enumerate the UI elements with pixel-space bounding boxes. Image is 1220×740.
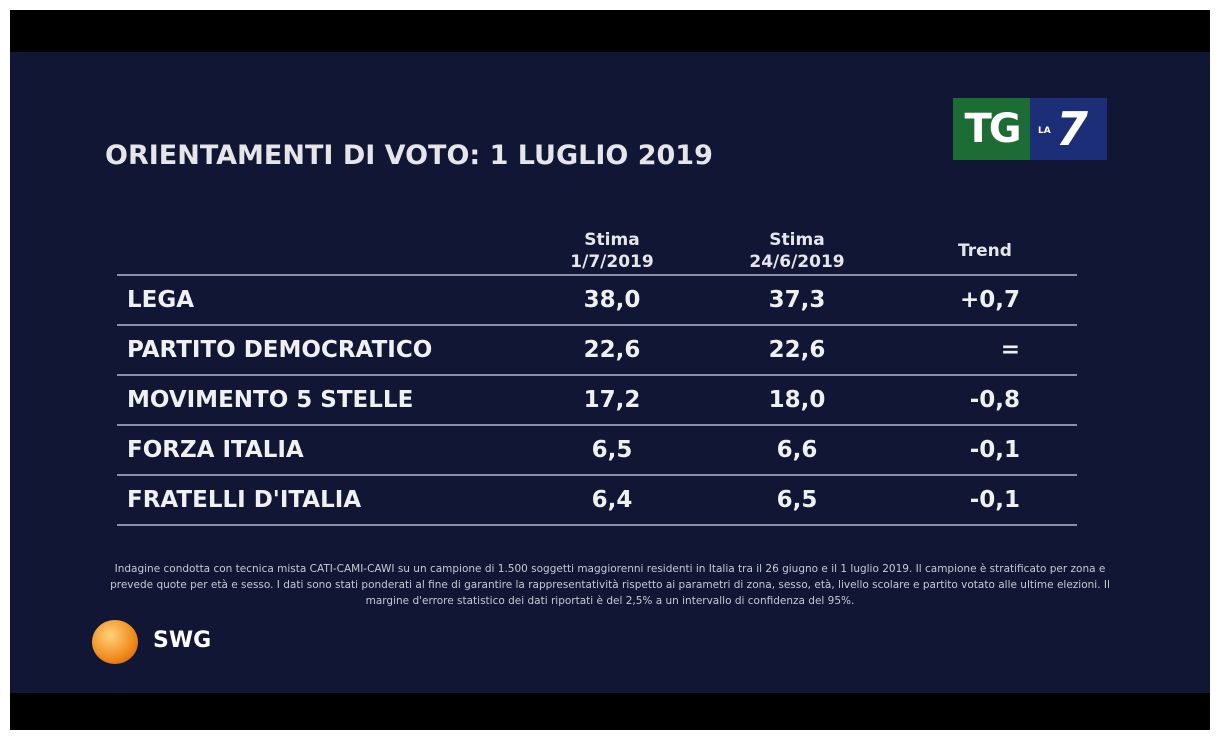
separator [117, 474, 1077, 476]
estimate: 6,5 [591, 437, 633, 463]
footnote: Indagine condotta con tecnica mista CATI… [110, 563, 1110, 607]
logo-la7: LA 7 [1030, 98, 1107, 160]
estimate: 6,6 [776, 437, 818, 463]
separator [117, 374, 1077, 376]
logo-la: LA [1038, 126, 1051, 136]
estimate: 18,0 [768, 387, 826, 413]
separator [117, 424, 1077, 426]
separator [117, 324, 1077, 326]
estimate: 17,2 [583, 387, 641, 413]
estimate: 22,6 [768, 337, 826, 363]
estimate: 6,4 [591, 487, 633, 513]
column-header: Trend [958, 241, 1012, 261]
title: ORIENTAMENTI DI VOTO: 1 LUGLIO 2019 [105, 140, 713, 171]
separator [117, 524, 1077, 526]
estimate: 37,3 [768, 287, 826, 313]
estimate: 6,5 [776, 487, 818, 513]
trend: = [1000, 337, 1020, 363]
estimate: 22,6 [583, 337, 641, 363]
source-logo [92, 620, 138, 664]
trend: -0,8 [969, 387, 1020, 413]
column-header: Stima [769, 230, 825, 250]
row-label: FRATELLI D'ITALIA [127, 487, 362, 513]
trend: -0,1 [969, 437, 1020, 463]
separator [117, 274, 1077, 276]
row-label: FORZA ITALIA [127, 437, 304, 463]
trend: +0,7 [959, 287, 1020, 313]
row-label: PARTITO DEMOCRATICO [127, 337, 433, 363]
row-label: MOVIMENTO 5 STELLE [127, 387, 414, 413]
row-label: LEGA [127, 287, 195, 313]
trend: -0,1 [969, 487, 1020, 513]
estimate: 38,0 [583, 287, 641, 313]
column-header: 24/6/2019 [749, 252, 845, 272]
logo-seven: 7 [1056, 102, 1089, 156]
column-header: Stima [584, 230, 640, 250]
column-header: 1/7/2019 [570, 252, 654, 272]
logo-tg: TG [953, 98, 1030, 160]
source: SWG [153, 628, 212, 653]
